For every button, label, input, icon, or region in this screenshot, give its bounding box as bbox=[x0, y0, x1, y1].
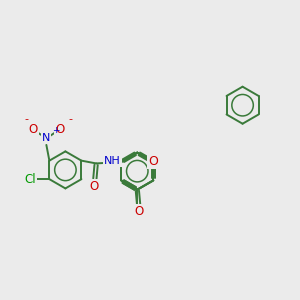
Text: N: N bbox=[42, 133, 51, 143]
Text: -: - bbox=[24, 115, 28, 124]
Text: -: - bbox=[68, 115, 73, 124]
Text: O: O bbox=[89, 180, 99, 193]
Text: O: O bbox=[148, 155, 158, 168]
Text: O: O bbox=[55, 123, 64, 136]
Text: +: + bbox=[52, 126, 59, 135]
Text: N: N bbox=[148, 155, 158, 168]
Text: Cl: Cl bbox=[24, 173, 36, 186]
Text: O: O bbox=[28, 123, 38, 136]
Text: NH: NH bbox=[104, 156, 121, 166]
Text: O: O bbox=[134, 206, 143, 218]
